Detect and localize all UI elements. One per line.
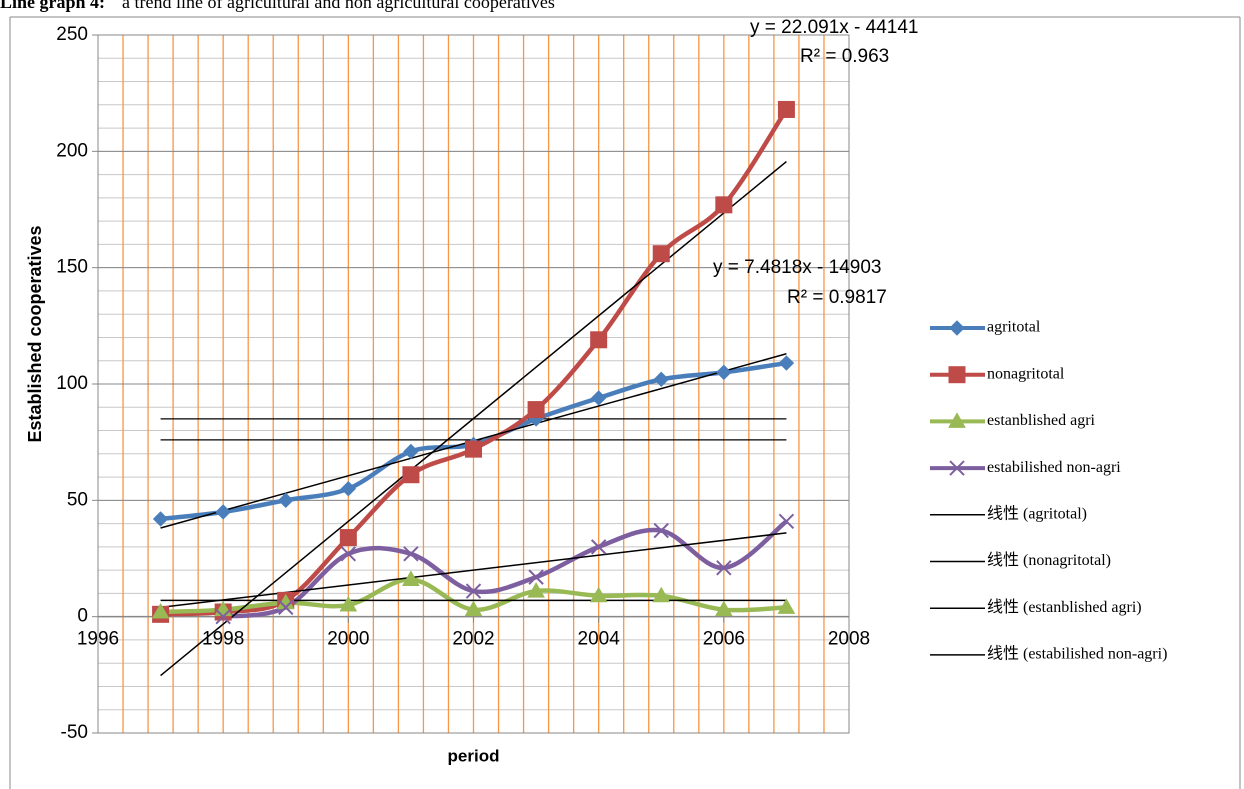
marker — [339, 529, 357, 547]
legend-label: agritotal — [987, 319, 1041, 336]
marker — [465, 583, 482, 599]
y-tick-label: -50 — [61, 722, 88, 743]
y-tick-label: 150 — [56, 257, 88, 278]
marker — [340, 546, 357, 562]
marker — [714, 600, 733, 617]
marker — [716, 560, 732, 576]
caption-label: Line graph 4: — [0, 0, 105, 12]
marker — [949, 320, 965, 336]
marker — [778, 355, 795, 371]
marker — [152, 511, 169, 527]
marker — [151, 603, 170, 619]
marker — [716, 364, 732, 381]
annotation: R² = 0.9817 — [787, 287, 887, 308]
marker — [778, 513, 795, 529]
marker — [215, 504, 231, 520]
x-tick-label: 2002 — [452, 629, 494, 650]
annotation: y = 22.091x - 44141 — [750, 17, 919, 38]
y-tick-label: 50 — [67, 489, 88, 510]
marker — [653, 522, 669, 539]
annotation: R² = 0.963 — [800, 46, 889, 67]
marker — [527, 401, 545, 419]
x-tick-label: 2008 — [828, 629, 870, 650]
marker — [715, 196, 733, 214]
legend-label: estanblished agri — [987, 412, 1096, 429]
marker — [528, 569, 544, 585]
x-tick-label: 2004 — [578, 629, 621, 650]
x-axis-title: period — [448, 746, 500, 765]
marker — [652, 245, 670, 263]
legend-label: 线性 (nonagritotal) — [987, 551, 1111, 569]
marker — [948, 412, 966, 428]
marker — [777, 598, 796, 614]
marker — [590, 539, 607, 555]
marker — [278, 599, 294, 616]
marker — [465, 440, 482, 458]
marker — [402, 570, 420, 586]
legend-label: nonagritotal — [987, 365, 1065, 382]
marker — [278, 492, 294, 509]
marker — [590, 390, 607, 406]
y-axis-title: Established cooperatives — [25, 225, 45, 442]
marker — [403, 546, 419, 562]
caption-text: a trend line of agricultural and non agr… — [122, 0, 555, 12]
trendline — [160, 160, 787, 677]
x-tick-label: 2000 — [327, 629, 369, 650]
marker — [402, 466, 420, 484]
y-tick-label: 200 — [56, 140, 88, 161]
marker — [777, 100, 795, 118]
marker — [949, 460, 965, 476]
series-line — [222, 519, 788, 619]
y-tick-label: 250 — [56, 24, 88, 45]
marker — [590, 331, 608, 349]
marker — [653, 371, 669, 388]
y-tick-label: 100 — [56, 373, 88, 394]
marker — [652, 586, 671, 603]
marker — [339, 596, 358, 612]
legend-label: 线性 (estanblished agri) — [987, 598, 1142, 616]
marker — [215, 608, 231, 625]
x-tick-label: 1996 — [77, 629, 119, 650]
annotation: y = 7.4818x - 14903 — [713, 257, 882, 278]
marker — [464, 600, 483, 617]
marker — [527, 582, 545, 598]
legend-label: estabilished non-agri — [987, 459, 1121, 476]
legend-label: 线性 (estabilished non-agri) — [987, 645, 1167, 663]
marker — [340, 480, 357, 497]
x-tick-label: 2006 — [703, 629, 745, 650]
x-tick-label: 1998 — [202, 629, 244, 650]
y-tick-label: 0 — [77, 606, 88, 627]
marker — [403, 443, 419, 460]
trendline — [160, 532, 787, 609]
marker — [589, 586, 608, 603]
marker — [948, 366, 966, 384]
legend-label: 线性 (agritotal) — [987, 504, 1087, 522]
